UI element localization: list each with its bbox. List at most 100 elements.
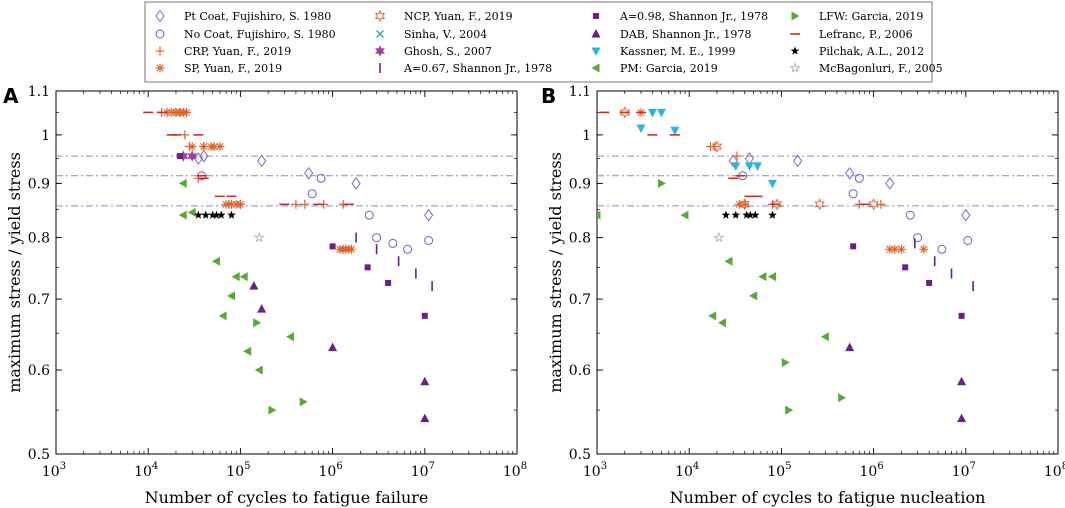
data-point-star5 — [194, 210, 203, 219]
data-point-triangle-right — [838, 393, 847, 403]
data-point-diamond — [961, 208, 971, 222]
data-point-star5 — [208, 210, 217, 219]
data-point-triangle-left — [724, 256, 733, 266]
data-point-circle — [372, 233, 382, 243]
legend-marker-asterisk — [155, 63, 165, 73]
data-point-triangle-left — [226, 291, 235, 301]
legend-marker-plus — [155, 46, 165, 56]
data-point-diamond — [885, 177, 895, 190]
data-point-triangle-left — [211, 256, 220, 266]
data-point-circle — [364, 210, 374, 220]
legend-marker-triangle-left — [591, 63, 600, 73]
data-point-triangle-down — [670, 126, 680, 136]
data-point-triangle-left — [286, 332, 295, 342]
legend-marker-star-open — [789, 62, 801, 73]
data-point-triangle-down — [648, 108, 658, 118]
x-tick-base: 10 — [859, 464, 877, 480]
x-tick-exponent: 3 — [60, 461, 66, 472]
x-tick-exponent: 4 — [152, 461, 158, 472]
data-point-square — [958, 312, 965, 319]
y-tick-label: 1.1 — [569, 84, 591, 100]
data-point-triangle-left — [758, 272, 767, 282]
data-point-star5 — [216, 210, 226, 219]
x-tick-label: 104 — [134, 461, 158, 480]
data-points — [143, 107, 434, 423]
data-point-plus — [710, 142, 720, 152]
data-point-asterisk — [896, 244, 906, 254]
data-point-star-open — [713, 231, 725, 243]
data-point-circle — [854, 173, 864, 183]
y-tick-label: 0.8 — [28, 231, 50, 247]
data-point-star-open — [253, 231, 265, 243]
data-point-triangle-left — [680, 210, 689, 220]
x-tick-base: 10 — [675, 464, 693, 480]
data-point-triangle-left — [231, 272, 240, 282]
x-tick-exponent: 7 — [970, 461, 976, 472]
data-point-circle — [424, 236, 434, 246]
data-point-star5 — [750, 210, 760, 219]
data-point-plus — [291, 199, 301, 209]
legend-label: Ghosh, S., 2007 — [404, 45, 492, 58]
legend-label: A=0.67, Shannon Jr., 1978 — [403, 62, 552, 75]
legend-marker-square — [593, 13, 599, 19]
x-tick-exponent: 5 — [244, 461, 250, 472]
y-tick-label: 0.6 — [569, 363, 591, 379]
x-tick-base: 10 — [952, 464, 970, 480]
data-point-asterisk — [740, 199, 750, 209]
y-tick-label: 0.8 — [569, 231, 591, 247]
data-point-triangle-up — [249, 281, 259, 290]
data-point-asterisk — [187, 142, 197, 152]
data-point-triangle-left — [187, 207, 196, 217]
legend-marker-diamond — [155, 9, 165, 23]
x-tick-base: 10 — [318, 464, 336, 480]
data-point-diamond — [199, 149, 209, 163]
data-points — [597, 106, 974, 423]
data-point-triangle-up — [257, 304, 267, 313]
legend-label: Pt Coat, Fujishiro, S. 1980 — [184, 10, 331, 23]
data-point-star6 — [771, 198, 783, 211]
x-tick-base: 10 — [411, 464, 429, 480]
data-point-plus — [732, 151, 742, 161]
x-tick-label: 105 — [767, 461, 791, 480]
data-point-triangle-up — [420, 376, 430, 386]
data-point-star5 — [212, 210, 221, 219]
data-point-circle — [316, 173, 326, 183]
legend: Pt Coat, Fujishiro, S. 1980 No Coat, Fuji… — [144, 1, 943, 83]
data-point-square — [850, 243, 857, 250]
data-point-triangle-left — [178, 178, 187, 188]
data-point-triangle-left — [254, 365, 263, 375]
y-tick-label: 0.9 — [569, 176, 591, 192]
data-point-square — [329, 243, 336, 250]
data-point-circle — [963, 236, 973, 246]
legend-label: No Coat, Fujishiro, S. 1980 — [184, 28, 336, 41]
data-point-diamond — [257, 154, 267, 168]
x-tick-base: 10 — [503, 464, 521, 480]
legend-marker-triangle-up — [591, 29, 601, 38]
data-point-circle — [913, 233, 923, 243]
x-tick-base: 10 — [226, 464, 244, 480]
data-point-circle — [905, 210, 915, 220]
x-tick-exponent: 4 — [693, 461, 699, 472]
x-axis-title: Number of cycles to fatigue nucleation — [670, 488, 986, 507]
x-tick-exponent: 8 — [1062, 461, 1065, 472]
data-point-asterisk — [235, 199, 245, 209]
data-point-triangle-left — [767, 272, 776, 282]
y-axis-title: maximum stress / yield stress — [5, 152, 24, 393]
legend-label: NCP, Yuan, F., 2019 — [404, 10, 513, 23]
data-point-square — [176, 153, 183, 160]
y-axis-title: maximum stress / yield stress — [546, 152, 565, 393]
y-tick-label: 1.1 — [28, 84, 50, 100]
data-point-circle — [937, 244, 947, 254]
y-tick-label: 0.5 — [28, 447, 50, 463]
y-tick-label: 0.7 — [569, 292, 591, 308]
data-point-circle — [848, 189, 858, 199]
panel-letter: B — [541, 84, 556, 108]
legend-marker-hexagram — [375, 45, 385, 57]
legend-box — [144, 1, 933, 83]
legend-marker-circle — [155, 29, 165, 39]
legend-marker-triangle-right — [791, 11, 800, 21]
x-tick-exponent: 7 — [429, 461, 435, 472]
data-point-square — [902, 264, 909, 271]
data-point-triangle-right — [781, 357, 790, 367]
